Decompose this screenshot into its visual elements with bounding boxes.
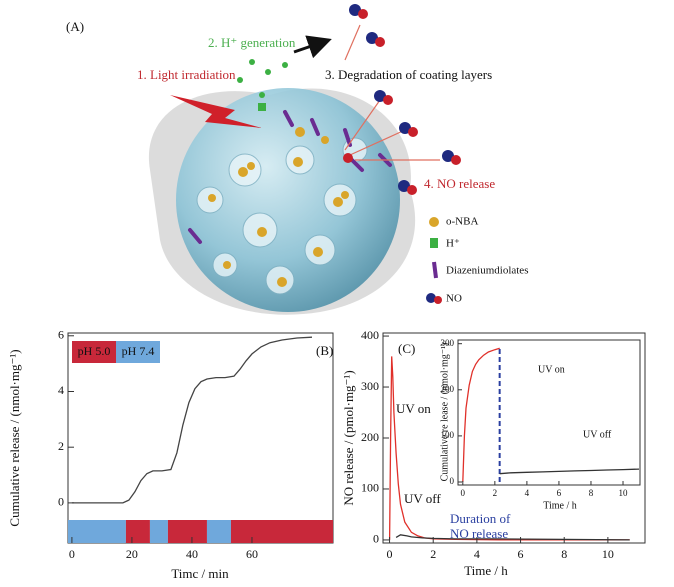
- y-axis-label: NO release / (pmol·mg⁻¹): [341, 370, 356, 505]
- plot-area: [67, 332, 334, 544]
- annotation: (C): [398, 341, 415, 356]
- annotation: (B): [316, 343, 333, 358]
- panel-label: (A): [66, 19, 84, 34]
- data-line: [462, 347, 500, 483]
- annotation: UV off: [404, 491, 441, 506]
- data-line: [499, 468, 640, 475]
- legend-swatch: [116, 341, 160, 363]
- ph-band: [68, 520, 126, 543]
- step-label: 2. H⁺ generation: [208, 35, 296, 50]
- y-tick-label: 300: [441, 338, 455, 348]
- y-tick-label: 100: [361, 481, 379, 495]
- x-tick-label: 40: [186, 547, 198, 561]
- x-tick-label: 20: [126, 547, 138, 561]
- x-tick-label: 8: [589, 488, 594, 498]
- ph-band: [206, 520, 231, 543]
- y-tick-label: 400: [361, 328, 379, 342]
- ph-band: [125, 520, 150, 543]
- ph-band: [167, 520, 207, 543]
- data-line: [71, 336, 313, 504]
- annotation: UV on: [538, 364, 565, 375]
- ph-band: [230, 520, 333, 543]
- data-line: [395, 534, 630, 541]
- annotation: Duration of: [450, 511, 511, 526]
- y-tick-label: 100: [441, 430, 455, 440]
- y-tick-label: 0: [58, 495, 64, 509]
- annotation: UV off: [583, 429, 612, 440]
- y-tick-label: 6: [58, 328, 64, 342]
- x-tick-label: 10: [619, 488, 629, 498]
- legend-label: H⁺: [446, 238, 460, 250]
- step-label: 1. Light irradiation: [137, 67, 236, 82]
- x-tick-label: 4: [525, 488, 530, 498]
- plot-area: [457, 339, 641, 486]
- ph-band: [149, 520, 168, 543]
- x-tick-label: 60: [246, 547, 258, 561]
- legend-swatch: [72, 341, 116, 363]
- x-tick-label: 0: [387, 547, 393, 561]
- legend-label: Diazeniumdiolates: [446, 265, 528, 277]
- y-tick-label: 0: [450, 476, 455, 486]
- x-tick-label: 10: [602, 547, 614, 561]
- x-tick-label: 6: [518, 547, 524, 561]
- y-tick-label: 300: [361, 379, 379, 393]
- y-tick-label: 0: [373, 532, 379, 546]
- x-tick-label: 2: [493, 488, 498, 498]
- x-axis-label: Time / h: [464, 563, 508, 578]
- legend-label: o-NBA: [446, 216, 478, 228]
- x-axis-label: Time / h: [543, 500, 577, 511]
- y-axis-label: Cumulative release / (nmol·mg⁻¹): [7, 349, 22, 526]
- y-tick-label: 200: [361, 430, 379, 444]
- legend-label: pH 5.0: [78, 344, 111, 358]
- y-tick-label: 200: [441, 384, 455, 394]
- legend-label: pH 7.4: [122, 344, 155, 358]
- y-axis-label: Cumulative re lease / (nmol·mg⁻¹): [439, 343, 450, 482]
- x-tick-label: 2: [430, 547, 436, 561]
- x-tick-label: 4: [474, 547, 480, 561]
- x-tick-label: 8: [561, 547, 567, 561]
- step-label: 4. NO release: [424, 176, 495, 191]
- annotation: UV on: [396, 401, 431, 416]
- step-label: 3. Degradation of coating layers: [325, 67, 492, 82]
- illustration: [148, 4, 461, 315]
- x-axis-label: Timc / min: [171, 566, 229, 581]
- y-tick-label: 4: [58, 383, 64, 397]
- x-tick-label: 6: [557, 488, 562, 498]
- x-tick-label: 0: [69, 547, 75, 561]
- annotation: NO release: [450, 526, 508, 541]
- legend-label: NO: [446, 293, 462, 305]
- y-tick-label: 2: [58, 439, 64, 453]
- x-tick-label: 0: [461, 488, 466, 498]
